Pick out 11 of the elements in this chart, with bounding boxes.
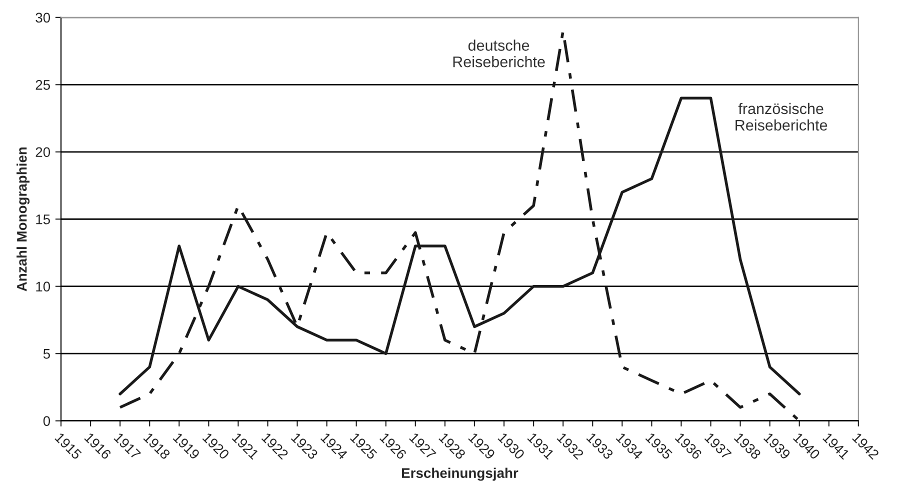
y-tick-label: 30	[36, 12, 50, 23]
annotation: französische Reiseberichte	[736, 102, 828, 131]
y-tick-label: 0	[43, 416, 50, 426]
x-axis-title: Erscheinungsjahr	[402, 468, 518, 481]
y-tick-label: 5	[43, 349, 50, 359]
y-tick-label: 20	[36, 147, 50, 158]
y-tick-label: 25	[36, 80, 50, 90]
y-tick-label: 10	[36, 282, 50, 292]
y-axis-title: Anzahl Monographien	[16, 147, 30, 292]
annotation: deutsche Reiseberichte	[453, 40, 545, 68]
y-tick-label: 15	[36, 214, 50, 224]
